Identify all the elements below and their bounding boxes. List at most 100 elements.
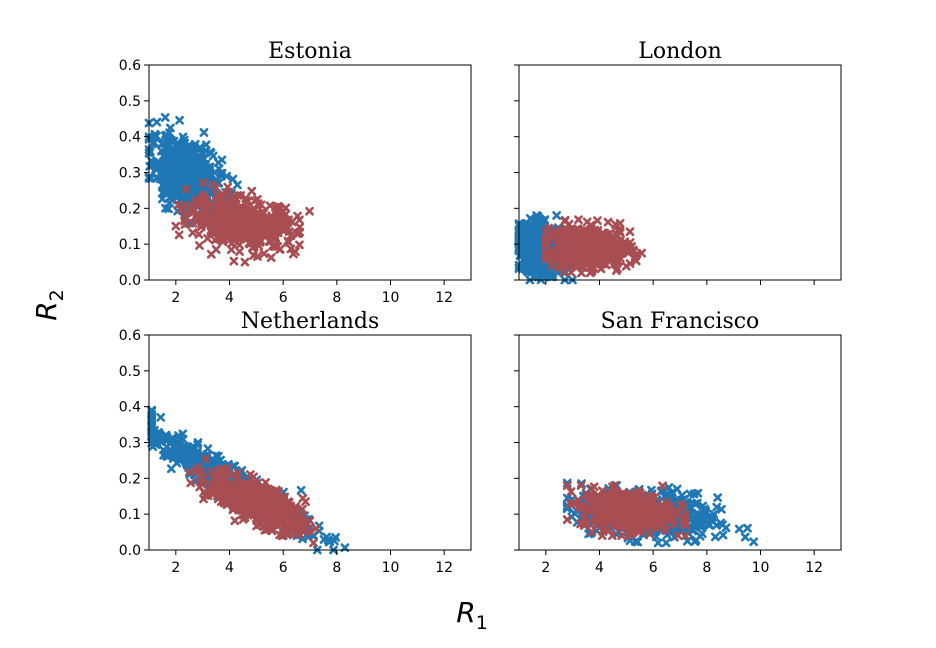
- scatter-point: [240, 207, 250, 217]
- scatter-point: [157, 194, 167, 204]
- panel-title: Netherlands: [241, 309, 380, 334]
- scatter-point: [160, 158, 170, 168]
- scatter-point: [533, 239, 543, 249]
- scatter-point: [194, 229, 204, 239]
- scatter-point: [180, 220, 190, 229]
- scatter-point: [194, 199, 204, 209]
- scatter-point: [199, 128, 209, 137]
- scatter-point: [174, 230, 184, 240]
- x-tick-label: 8: [332, 290, 341, 306]
- y-tick-label: 0.0: [119, 543, 141, 559]
- scatter-point: [241, 193, 251, 203]
- scatter-point: [174, 200, 183, 209]
- scatter-point: [749, 537, 759, 547]
- scatter-point: [166, 166, 176, 176]
- scatter-point: [541, 254, 551, 264]
- scatter-point: [217, 226, 227, 236]
- scatter-point: [613, 226, 622, 235]
- scatter-point: [198, 178, 208, 188]
- scatter-point: [734, 524, 744, 534]
- scatter-point: [610, 259, 620, 268]
- scatter-point: [223, 232, 233, 242]
- y-axis: 0.0 0.1 0.2 0.3 0.4 0.5 0.6: [119, 328, 149, 559]
- y-tick-label: 0.6: [119, 328, 141, 344]
- scatter-point: [160, 174, 170, 184]
- scatter-point: [573, 230, 583, 240]
- panel-netherlands: Netherlands 0.0 0.1 0.2 0.3 0.4 0.5 0.6 2 4 6 8 10…: [119, 309, 472, 576]
- scatter-point: [210, 227, 219, 237]
- scatter-points: [147, 405, 350, 555]
- scatter-point: [561, 246, 571, 256]
- scatter-point: [601, 260, 611, 270]
- scatter-point: [593, 216, 602, 226]
- scatter-point: [271, 218, 281, 227]
- x-axis: [545, 280, 815, 285]
- scatter-point: [294, 240, 304, 250]
- scatter-point: [178, 177, 188, 187]
- y-tick-label: 0.1: [119, 507, 141, 523]
- scatter-point: [271, 233, 281, 243]
- scatter-point: [161, 203, 170, 213]
- x-axis-title: R1: [456, 596, 488, 634]
- x-axis: 2 4 6 8 10 12: [171, 280, 453, 306]
- scatter-point: [305, 206, 314, 216]
- scatter-point: [537, 215, 546, 225]
- x-tick-label: 4: [225, 560, 234, 576]
- scatter-point: [240, 257, 250, 267]
- scatter-point: [230, 214, 239, 224]
- scatter-point: [219, 207, 229, 217]
- x-tick-label: 2: [171, 290, 180, 306]
- scatter-point: [555, 259, 565, 269]
- scatter-point: [169, 184, 178, 193]
- scatter-point: [286, 244, 296, 254]
- scatter-point: [208, 180, 218, 189]
- scatter-point: [234, 232, 244, 242]
- scatter-point: [234, 204, 244, 214]
- panel-title: Estonia: [268, 39, 352, 64]
- scatter-point: [740, 532, 750, 542]
- x-axis-title-main: R: [456, 596, 475, 629]
- scatter-point: [148, 139, 157, 148]
- scatter-point: [248, 212, 258, 221]
- scatter-point: [195, 241, 204, 250]
- scatter-point: [274, 202, 284, 212]
- y-tick-label: 0.2: [119, 471, 141, 487]
- scatter-point: [250, 223, 259, 233]
- x-tick-label: 10: [382, 290, 400, 306]
- scatter-point: [249, 242, 259, 251]
- scatter-point: [192, 211, 202, 221]
- y-tick-label: 0.1: [119, 237, 141, 253]
- scatter-point: [203, 234, 212, 243]
- scatter-point: [585, 268, 595, 278]
- scatter-point: [169, 161, 179, 171]
- scatter-point: [541, 234, 551, 244]
- scatter-point: [280, 222, 290, 232]
- y-tick-label: 0.3: [119, 436, 141, 452]
- scatter-points: [514, 211, 647, 285]
- scatter-point: [268, 241, 277, 251]
- scatter-point: [262, 214, 272, 223]
- scatter-point: [204, 169, 214, 178]
- scatter-point: [598, 228, 608, 238]
- scatter-point: [259, 249, 269, 259]
- x-tick-label: 12: [435, 290, 453, 306]
- scatter-point: [214, 164, 224, 174]
- scatter-point: [637, 248, 647, 258]
- scatter-point: [201, 198, 211, 208]
- panel-title: London: [638, 39, 722, 64]
- scatter-point: [611, 219, 620, 229]
- scatter-points: [144, 113, 314, 267]
- scatter-point: [281, 203, 291, 213]
- y-tick-label: 0.2: [119, 201, 141, 217]
- scatter-point: [233, 190, 243, 200]
- scatter-point: [184, 166, 194, 176]
- scatter-point: [170, 145, 180, 154]
- scatter-point: [522, 231, 532, 241]
- scatter-point: [552, 211, 562, 220]
- scatter-point: [593, 256, 603, 266]
- scatter-point: [192, 185, 202, 195]
- x-tick-label: 6: [279, 560, 288, 576]
- scatter-point: [520, 221, 529, 231]
- scatter-point: [743, 523, 752, 533]
